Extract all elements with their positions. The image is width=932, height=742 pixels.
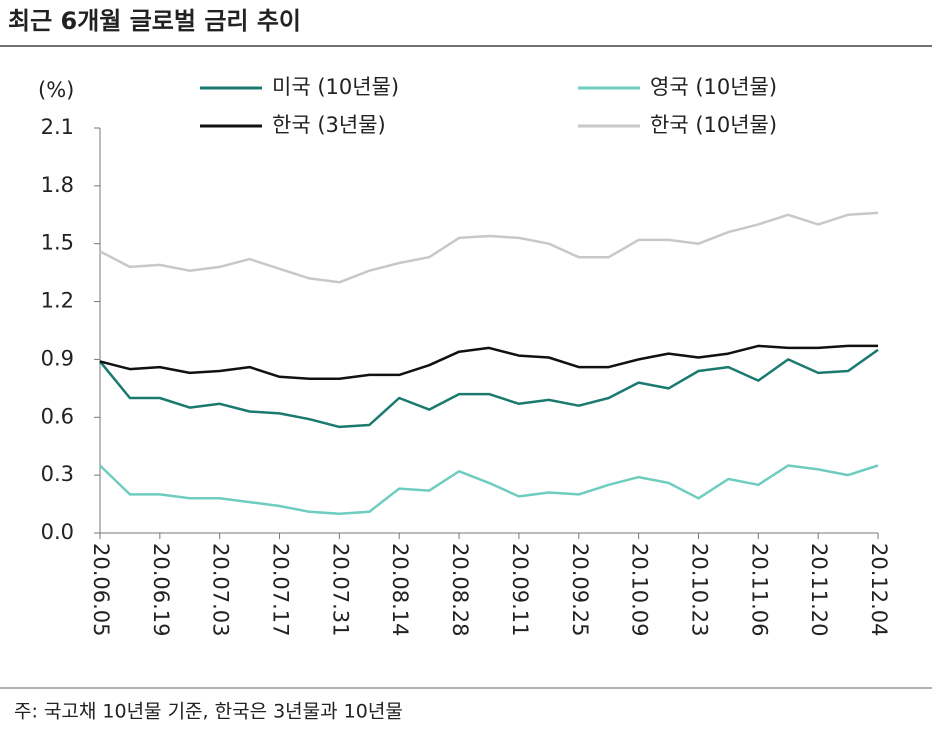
series-line [99, 464, 879, 515]
x-tick-label: 20.12.04 [867, 543, 891, 637]
series-line [99, 348, 879, 429]
x-tick-label: 20.08.14 [388, 543, 412, 637]
x-tick-label: 20.07.17 [269, 543, 293, 637]
x-tick-label: 20.09.11 [508, 543, 532, 637]
legend-label: 미국 (10년물) [272, 75, 399, 99]
legend-label: 한국 (3년물) [272, 113, 386, 137]
x-tick-label: 20.08.28 [448, 543, 472, 637]
note: 주: 국고채 10년물 기준, 한국은 3년물과 10년물 [14, 701, 403, 723]
series-line [99, 344, 878, 380]
y-tick-label: 1.5 [41, 231, 74, 255]
legend-label: 영국 (10년물) [650, 75, 777, 99]
x-tick-label: 20.10.23 [687, 543, 711, 637]
x-tick-label: 20.06.05 [89, 543, 113, 637]
x-tick-label: 20.11.06 [747, 543, 771, 637]
y-tick-label: 1.8 [41, 173, 74, 197]
x-tick-label: 20.06.19 [149, 543, 173, 637]
x-tick-label: 20.07.03 [209, 543, 233, 637]
x-tick-label: 20.11.20 [807, 543, 831, 637]
y-tick-label: 1.2 [41, 289, 74, 313]
legend-label: 한국 (10년물) [650, 113, 777, 137]
y-tick-label: 0.0 [41, 520, 74, 544]
y-tick-label: 0.6 [41, 404, 74, 428]
x-tick-label: 20.09.25 [568, 543, 592, 637]
y-tick-label: 2.1 [41, 115, 74, 139]
y-tick-label: 0.3 [41, 462, 74, 486]
x-tick-label: 20.10.09 [628, 543, 652, 637]
y-tick-label: 0.9 [41, 346, 74, 370]
series-line [99, 211, 879, 284]
y-axis-unit: (%) [38, 78, 74, 102]
x-tick-label: 20.07.31 [328, 543, 352, 637]
chart-title: 최근 6개월 글로벌 금리 추이 [8, 7, 301, 35]
